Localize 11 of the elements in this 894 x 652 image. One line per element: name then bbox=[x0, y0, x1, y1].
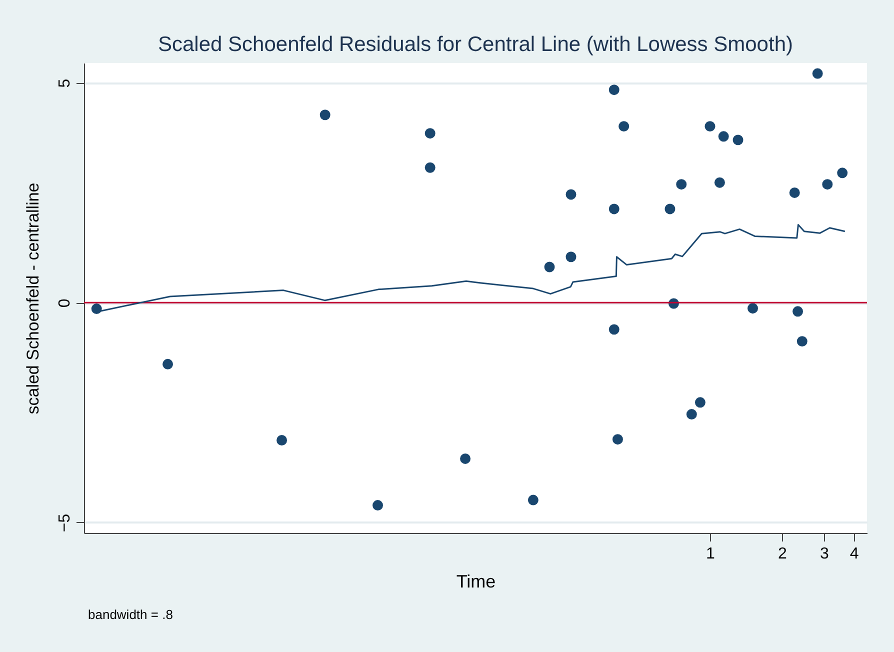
y-tick-label: 5 bbox=[56, 78, 74, 88]
x-axis-title: Time bbox=[456, 572, 496, 592]
x-tick-label: 1 bbox=[706, 546, 716, 562]
y-axis-title: scaled Schoenfeld - centralline bbox=[24, 182, 42, 414]
y-tick-label: −5 bbox=[56, 514, 74, 532]
text: bandwidth = .8 bbox=[88, 607, 173, 622]
x-tick-label: 4 bbox=[850, 546, 859, 562]
chart-title: Scaled Schoenfeld Residuals for Central Line (with Lowess Smooth) bbox=[158, 33, 793, 56]
x-tick-label: 3 bbox=[820, 546, 830, 562]
x-tick-label: 2 bbox=[778, 546, 787, 562]
y-tick-label: 0 bbox=[56, 298, 74, 308]
